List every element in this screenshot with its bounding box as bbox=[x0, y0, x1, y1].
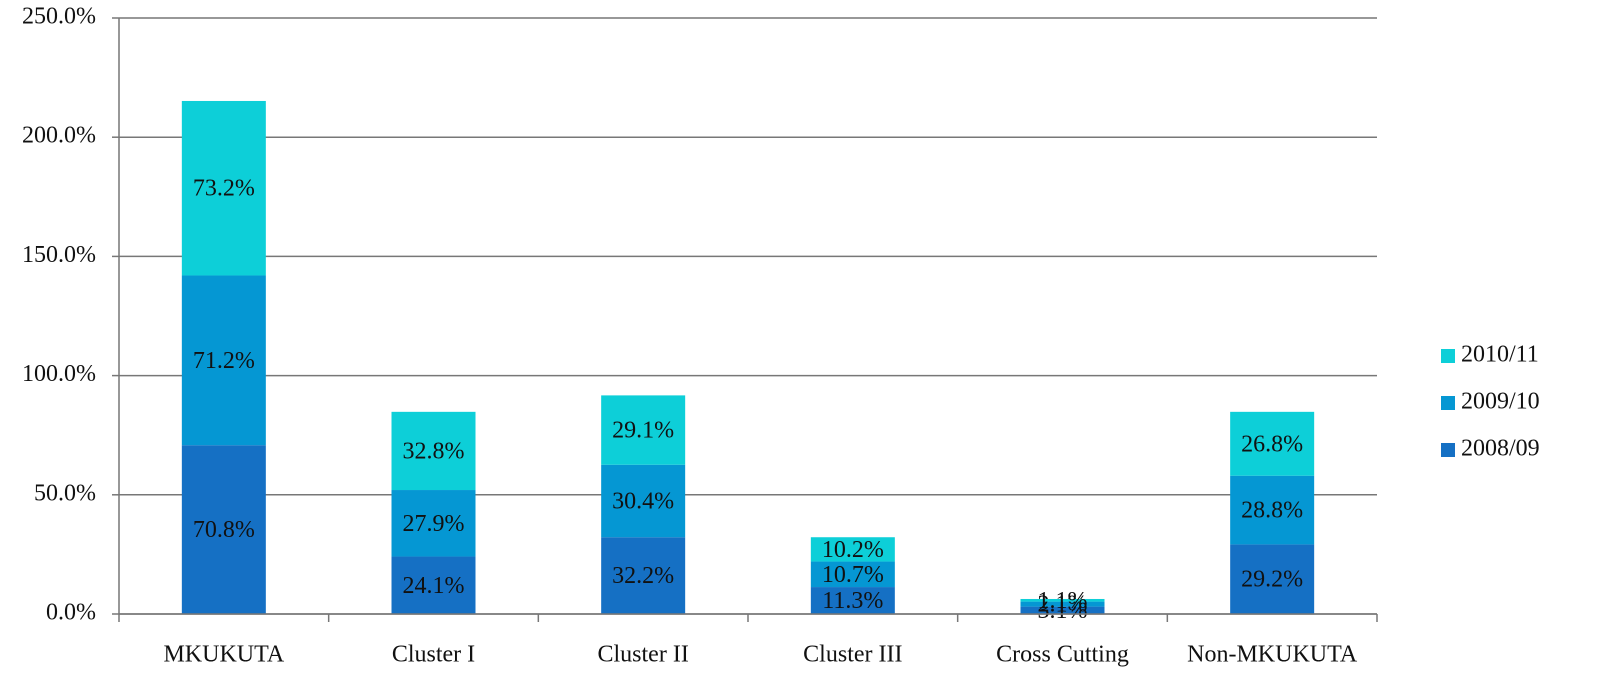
bar-segment bbox=[1230, 475, 1315, 545]
y-tick-label: 50.0% bbox=[34, 480, 96, 506]
legend-swatch bbox=[1441, 349, 1455, 363]
bar-segment bbox=[601, 464, 686, 538]
legend-label: 2010/11 bbox=[1461, 342, 1539, 368]
value-label: 29.2% bbox=[1241, 567, 1303, 593]
bar-segment bbox=[391, 411, 476, 491]
value-label: 71.2% bbox=[193, 348, 255, 374]
value-label: 10.2% bbox=[822, 537, 884, 563]
value-label: 32.2% bbox=[612, 563, 674, 589]
y-tick-label: 0.0% bbox=[46, 600, 96, 626]
x-tick-label: Cluster III bbox=[803, 642, 902, 668]
x-tick-label: Cross Cutting bbox=[996, 642, 1129, 668]
y-tick-label: 100.0% bbox=[22, 361, 96, 387]
value-label: 30.4% bbox=[612, 488, 674, 514]
value-label: 24.1% bbox=[403, 573, 465, 599]
bar-segment bbox=[810, 561, 895, 588]
bar-segment bbox=[181, 445, 266, 614]
bar-segment bbox=[181, 100, 266, 276]
bar-segment bbox=[601, 537, 686, 614]
value-label: 73.2% bbox=[193, 176, 255, 202]
value-label: 10.7% bbox=[822, 562, 884, 588]
legend-label: 2009/10 bbox=[1461, 389, 1540, 415]
bar-segment bbox=[181, 275, 266, 446]
bar-segment bbox=[1230, 544, 1315, 614]
bar-segment bbox=[391, 490, 476, 557]
legend-swatch bbox=[1441, 396, 1455, 410]
value-label: 27.9% bbox=[403, 511, 465, 537]
bar-segment bbox=[1020, 606, 1105, 614]
y-tick-label: 150.0% bbox=[22, 242, 96, 268]
value-label: 26.8% bbox=[1241, 431, 1303, 457]
value-label: 29.1% bbox=[612, 418, 674, 444]
bar-segment bbox=[1230, 411, 1315, 476]
bar-segment bbox=[1020, 598, 1105, 602]
value-label: 28.8% bbox=[1241, 498, 1303, 524]
x-tick-label: Cluster II bbox=[598, 642, 689, 668]
x-tick-label: Non-MKUKUTA bbox=[1187, 642, 1358, 668]
legend-swatch bbox=[1441, 443, 1455, 457]
legend-label: 2008/09 bbox=[1461, 436, 1540, 462]
bar-segment bbox=[601, 395, 686, 465]
value-label: 32.8% bbox=[403, 438, 465, 464]
x-tick-label: MKUKUTA bbox=[163, 642, 284, 668]
bar-segment bbox=[810, 587, 895, 614]
y-tick-label: 200.0% bbox=[22, 123, 96, 149]
value-label: 70.8% bbox=[193, 517, 255, 543]
value-label: 1.1% bbox=[1038, 588, 1088, 614]
value-label: 11.3% bbox=[822, 588, 883, 614]
bar-segment bbox=[391, 556, 476, 614]
bar-segment bbox=[1020, 601, 1105, 607]
y-tick-label: 250.0% bbox=[22, 4, 96, 30]
bar-segment bbox=[810, 537, 895, 562]
x-tick-label: Cluster I bbox=[392, 642, 475, 668]
